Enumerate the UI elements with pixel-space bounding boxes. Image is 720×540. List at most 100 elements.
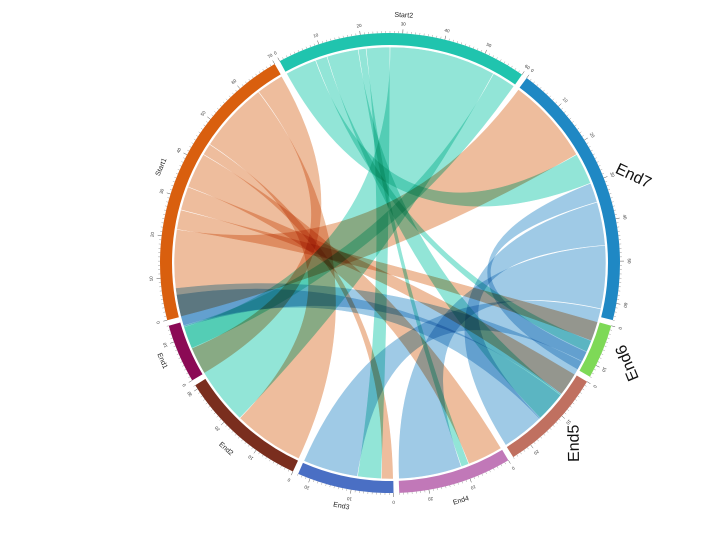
tick-mark (461, 42, 462, 45)
tick-mark (177, 169, 180, 171)
tick-label: 10 (562, 96, 569, 103)
tick-mark (485, 472, 487, 475)
tick-mark (600, 169, 603, 171)
arc-start2 (279, 33, 523, 85)
tick-mark (169, 189, 172, 191)
tick-mark (272, 461, 275, 464)
tick-mark (171, 185, 174, 187)
tick-mark (428, 489, 430, 494)
tick-mark (611, 201, 614, 203)
tick-mark (228, 428, 231, 430)
tick-mark (206, 121, 208, 123)
tick-mark (317, 481, 319, 484)
tick-mark (513, 457, 515, 459)
arc-start1 (160, 64, 281, 321)
tick-mark (359, 30, 361, 35)
arc-end6 (579, 322, 612, 377)
tick-mark (520, 452, 522, 455)
tick-mark (533, 81, 535, 84)
tick-mark (170, 341, 175, 344)
tick-mark (615, 217, 620, 220)
tick-mark (523, 449, 526, 452)
tick-mark (255, 73, 257, 76)
tick-mark (601, 353, 604, 355)
tick-mark (229, 95, 231, 98)
tick-mark (561, 415, 565, 419)
tick-mark (200, 395, 203, 398)
tick-mark (301, 48, 303, 51)
tick-mark (457, 41, 458, 44)
tick-mark (503, 61, 506, 64)
tick-mark (203, 399, 205, 401)
arc-end7 (519, 78, 620, 321)
tick-mark (176, 353, 179, 355)
tick-mark (481, 473, 483, 476)
tick-mark (521, 71, 525, 75)
tick-mark (588, 146, 591, 148)
tick-mark (477, 48, 479, 51)
tick-mark (237, 85, 241, 89)
tick-mark (496, 57, 498, 60)
tick-mark (166, 192, 171, 195)
tick-mark (290, 53, 292, 56)
tick-mark (288, 469, 290, 472)
segment-label-end5: End5 (566, 424, 583, 462)
tick-mark (258, 452, 260, 455)
segment-label-start2: Start2 (394, 12, 413, 20)
tick-mark (616, 303, 621, 305)
tick-mark (546, 431, 549, 433)
tick-label: 30 (401, 21, 407, 26)
tick-label: 0 (530, 68, 535, 74)
tick-mark (599, 357, 602, 359)
tick-mark (596, 161, 599, 163)
tick-mark (581, 135, 584, 137)
tick-mark (235, 89, 237, 92)
tick-mark (526, 74, 530, 79)
tick-mark (330, 38, 332, 41)
tick-label: 50 (486, 42, 493, 49)
tick-label: 30 (186, 390, 193, 397)
tick-mark (546, 92, 548, 95)
tick-mark (608, 333, 611, 335)
tick-mark (561, 108, 563, 110)
tick-mark (584, 137, 588, 141)
tick-mark (213, 412, 216, 415)
tick-label: 50 (200, 110, 207, 117)
tick-mark (558, 103, 562, 107)
tick-mark (504, 462, 506, 465)
tick-mark (530, 444, 534, 449)
tick-mark (231, 431, 234, 433)
ribbon-end7-end1 (175, 288, 562, 420)
tick-mark (208, 406, 211, 408)
tick-label: 20 (356, 23, 362, 29)
tick-mark (238, 436, 240, 439)
tick-mark (290, 471, 294, 476)
tick-mark (284, 467, 286, 470)
tick-mark (183, 157, 186, 159)
tick-mark (225, 425, 228, 427)
tick-mark (248, 78, 251, 81)
tick-label: 10 (470, 484, 477, 491)
tick-mark (606, 185, 609, 187)
tick-mark (222, 101, 225, 104)
tick-mark (489, 470, 491, 473)
tick-mark (188, 380, 193, 383)
tick-label: 40 (175, 147, 182, 154)
tick-mark (184, 369, 187, 371)
tick-mark (293, 51, 296, 54)
tick-mark (178, 357, 181, 359)
tick-mark (602, 173, 604, 175)
tick-mark (579, 131, 582, 134)
tick-mark (189, 146, 192, 148)
tick-mark (182, 365, 185, 367)
tick-mark (220, 422, 225, 426)
tick-mark (305, 477, 307, 480)
tick-mark (465, 43, 467, 46)
tick-mark (572, 402, 575, 405)
arc-end1 (168, 322, 203, 381)
tick-mark (516, 454, 519, 457)
tick-mark (180, 361, 183, 363)
tick-mark (167, 329, 170, 331)
segment-label-end6: End6 (613, 342, 643, 383)
